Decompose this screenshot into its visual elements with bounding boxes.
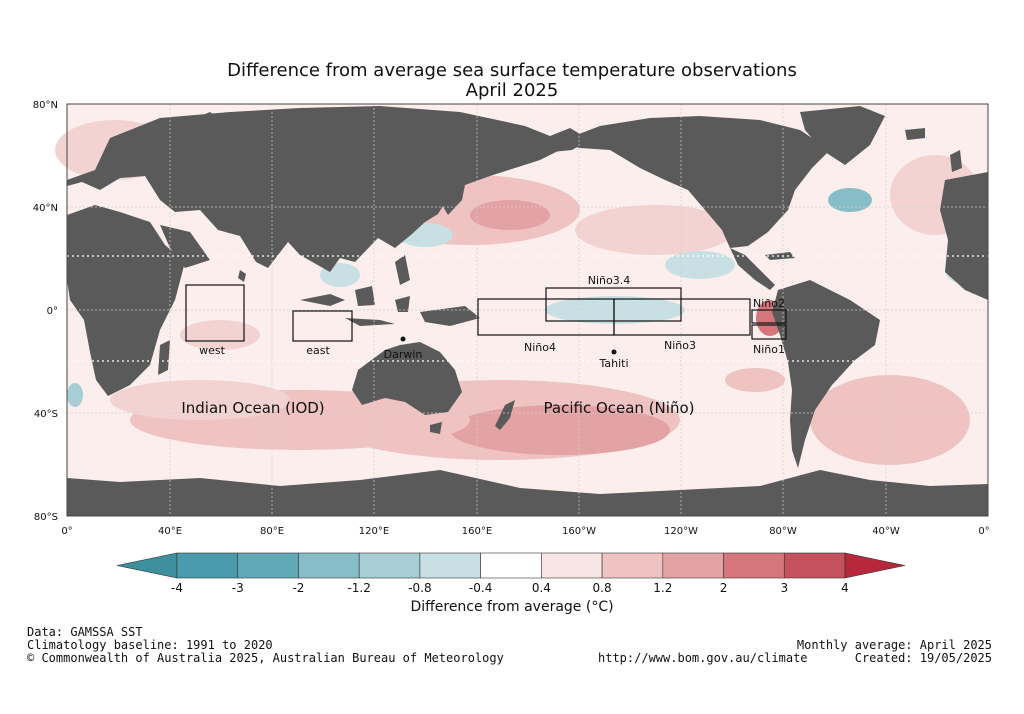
colorbar-swatch <box>176 552 239 579</box>
sulawesi <box>395 296 410 312</box>
tasmania <box>430 422 442 434</box>
lat-tick: 0° <box>47 306 58 317</box>
colorbar-swatch <box>419 552 481 579</box>
africa <box>67 205 185 396</box>
arabia <box>160 225 210 268</box>
lat-tick: 80°S <box>34 512 58 523</box>
colorbar-swatch <box>783 552 846 579</box>
iod-east-label: east <box>306 344 330 357</box>
nino3-box <box>613 298 751 336</box>
nino4-label: Niño4 <box>524 341 556 354</box>
lon-tick: 80°W <box>769 526 797 537</box>
land-masses <box>67 106 988 516</box>
footer-url[interactable]: http://www.bom.gov.au/climate <box>598 651 808 665</box>
nino2-label: Niño2 <box>753 297 785 310</box>
madagascar <box>158 340 170 375</box>
new-guinea <box>420 306 480 326</box>
colorbar-tick: 3 <box>780 581 788 595</box>
philippines <box>395 255 410 285</box>
iod-west-box <box>185 284 245 342</box>
colorbar-swatch <box>662 552 724 579</box>
greenland <box>800 106 885 165</box>
lon-tick: 120°E <box>359 526 389 537</box>
lat-tick: 80°N <box>33 100 58 111</box>
central-america <box>730 248 775 290</box>
footer-copyright: © Commonwealth of Australia 2025, Austra… <box>27 651 504 665</box>
eurasia <box>67 106 560 272</box>
colorbar-tick: 4 <box>841 581 849 595</box>
colorbar-tick: -2 <box>292 581 304 595</box>
colorbar-tick: -0.8 <box>408 581 431 595</box>
nino1-label: Niño1 <box>753 343 785 356</box>
iod-east-box <box>292 310 353 342</box>
nino34-label: Niño3.4 <box>588 274 630 287</box>
lon-tick: 160°W <box>562 526 596 537</box>
alaska <box>540 128 590 152</box>
colorbar-swatch <box>723 552 785 579</box>
darwin-label: Darwin <box>384 348 423 361</box>
nino3-label: Niño3 <box>664 339 696 352</box>
footer-baseline: Climatology baseline: 1991 to 2020 <box>27 638 273 652</box>
nino2-box <box>751 309 787 324</box>
lon-tick: 160°E <box>462 526 492 537</box>
lon-tick: 0° <box>978 526 989 537</box>
tahiti-marker <box>611 349 617 355</box>
new-zealand <box>495 400 515 430</box>
graticule <box>67 104 988 516</box>
north-america <box>558 116 830 248</box>
sumatra <box>300 294 345 306</box>
map-subtitle: April 2025 <box>465 80 559 101</box>
colorbar-tick: -3 <box>232 581 244 595</box>
south-america <box>772 280 880 468</box>
iceland <box>905 128 925 140</box>
java <box>345 318 395 326</box>
japan <box>442 180 466 215</box>
colorbar-tick: -0.4 <box>469 581 492 595</box>
map-title: Difference from average sea surface temp… <box>227 60 797 81</box>
scandinavia <box>180 112 232 150</box>
lat-tick: 40°S <box>34 409 58 420</box>
colorbar-swatch <box>480 552 542 579</box>
colorbar-under-arrow <box>116 552 178 579</box>
lon-tick: 40°E <box>158 526 182 537</box>
map-frame <box>66 103 989 517</box>
lon-tick: 0° <box>61 526 72 537</box>
tropics-lines <box>67 255 988 362</box>
tahiti-label: Tahiti <box>598 357 628 370</box>
west-africa-europe <box>940 172 988 300</box>
australia <box>352 342 462 415</box>
pacific-ocean-label: Pacific Ocean (Niño) <box>544 399 695 417</box>
lat-tick: 40°N <box>33 203 58 214</box>
indian-ocean-label: Indian Ocean (IOD) <box>181 399 324 417</box>
colorbar: -4 -3 -2 -1.2 -0.8 -0.4 0.4 0.8 1.2 2 3 4 <box>116 552 906 595</box>
darwin-marker <box>400 336 406 342</box>
colorbar-label: Difference from average (°C) <box>410 599 614 615</box>
colorbar-swatch <box>601 552 664 579</box>
colorbar-tick: 2 <box>720 581 728 595</box>
antarctica <box>67 470 988 516</box>
colorbar-over-arrow <box>844 552 906 579</box>
footer-created: Created: 19/05/2025 <box>854 651 992 665</box>
lon-tick: 40°W <box>872 526 900 537</box>
colorbar-swatch <box>237 552 299 579</box>
colorbar-swatch <box>358 552 421 579</box>
nino1-box <box>751 324 787 340</box>
colorbar-tick: -4 <box>171 581 183 595</box>
lon-tick: 120°W <box>664 526 698 537</box>
colorbar-tick: 0.8 <box>593 581 612 595</box>
borneo <box>355 286 375 306</box>
colorbar-swatch <box>541 552 603 579</box>
footer-monthly: Monthly average: April 2025 <box>796 638 992 652</box>
colorbar-swatch <box>298 552 360 579</box>
iod-west-label: west <box>199 344 225 357</box>
colorbar-tick: -1.2 <box>347 581 370 595</box>
footer-data: Data: GAMSSA SST <box>27 625 143 639</box>
lon-tick: 80°E <box>260 526 284 537</box>
colorbar-tick: 0.4 <box>532 581 551 595</box>
uk <box>950 150 962 172</box>
colorbar-tick: 1.2 <box>653 581 672 595</box>
